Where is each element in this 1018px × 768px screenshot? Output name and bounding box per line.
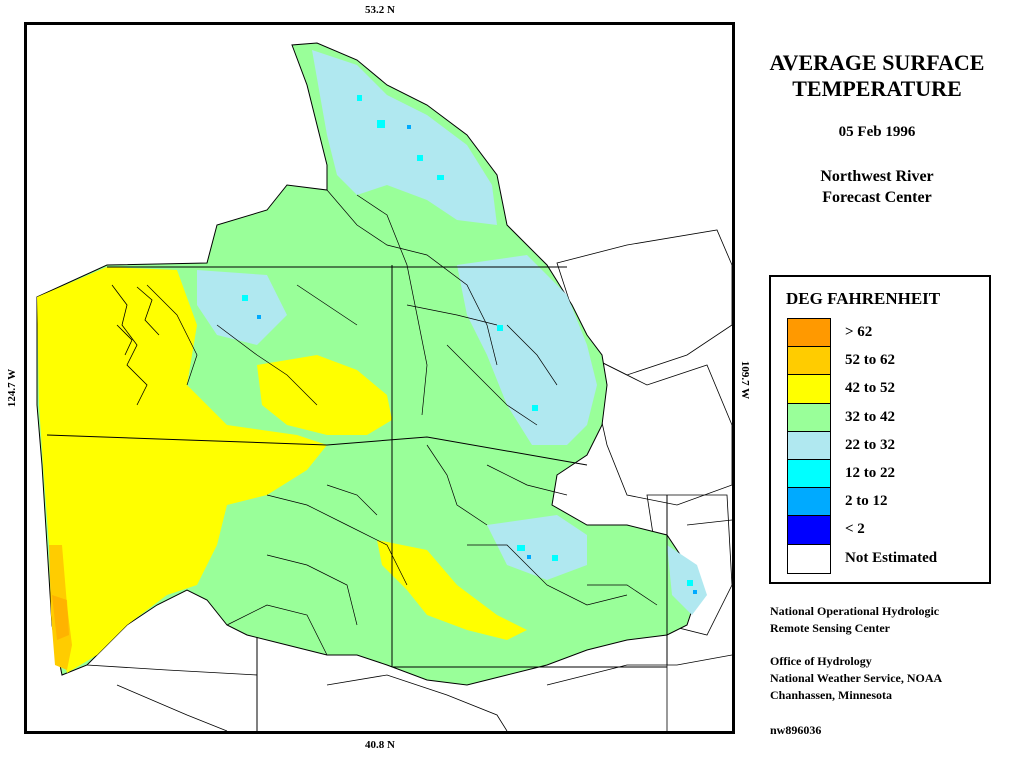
columbia-basin-warm-area — [257, 355, 392, 435]
legend-label: 22 to 32 — [845, 436, 895, 453]
legend-label: 2 to 12 — [845, 493, 888, 510]
cold-patches-12-22 — [242, 95, 693, 586]
product-id: nw896036 — [770, 723, 822, 737]
credit-line-3: Office of Hydrology — [770, 654, 872, 668]
south-latitude-label: 40.8 N — [365, 739, 395, 751]
map-date: 05 Feb 1996 — [838, 124, 916, 140]
map-graphic — [36, 42, 732, 731]
legend-label: 12 to 22 — [845, 465, 895, 481]
east-cold-area — [457, 255, 597, 445]
title-line-2: TEMPERATURE — [792, 76, 962, 101]
org-line-2: Forecast Center — [822, 189, 932, 206]
state-boundaries — [46, 265, 668, 731]
north-latitude-label: 53.2 N — [365, 4, 395, 16]
southeast-cold-area — [487, 515, 587, 580]
forecast-center-name: Northwest River Forecast Center — [752, 166, 1002, 208]
legend-label: 52 to 62 — [845, 352, 895, 369]
legend-swatch — [787, 318, 831, 348]
legend-label: 42 to 52 — [845, 380, 895, 397]
legend-label: 32 to 42 — [845, 408, 895, 425]
east-longitude-label: 109.7 W — [739, 360, 751, 400]
credit-line-1: National Operational Hydrologic — [770, 604, 940, 618]
legend-swatch — [787, 487, 831, 518]
map-title: AVERAGE SURFACE TEMPERATURE — [752, 50, 1002, 102]
legend-title: DEG FAHRENHEIT — [786, 289, 941, 308]
puget-sound-islands — [111, 284, 160, 406]
temperature-map — [24, 22, 735, 734]
legend-label: Not Estimated — [845, 549, 938, 566]
river-basin-outlines — [146, 189, 658, 656]
credit-line-2: Remote Sensing Center — [770, 621, 890, 635]
credit-nohrsc: National Operational Hydrologic Remote S… — [770, 603, 939, 637]
legend-swatch — [787, 346, 831, 377]
cold-patches-2-12 — [257, 125, 697, 594]
south-coast-hot-patch — [52, 595, 69, 640]
northwest-cold-area — [197, 270, 287, 345]
credit-office: Office of Hydrology National Weather Ser… — [770, 653, 942, 704]
credit-line-4: National Weather Service, NOAA — [770, 671, 943, 685]
legend-swatch — [787, 374, 831, 405]
title-line-1: AVERAGE SURFACE — [769, 50, 985, 75]
org-line-1: Northwest River — [820, 168, 934, 185]
legend-swatch — [787, 459, 831, 489]
legend-swatch — [787, 515, 831, 546]
legend-swatch — [787, 430, 831, 461]
legend-label: > 62 — [845, 324, 873, 340]
coastal-warm-area — [37, 267, 327, 673]
credit-line-5: Chanhassen, Minnesota — [770, 688, 893, 702]
north-cold-area — [312, 50, 497, 225]
snake-plain-warm-area — [377, 540, 527, 640]
legend-swatch — [787, 543, 831, 574]
temperature-legend: DEG FAHRENHEIT > 62 52 to 62 42 to 52 32 to… — [769, 275, 991, 584]
legend-swatch — [787, 402, 831, 433]
west-longitude-label: 124.7 W — [6, 368, 18, 408]
legend-label: < 2 — [845, 521, 865, 538]
